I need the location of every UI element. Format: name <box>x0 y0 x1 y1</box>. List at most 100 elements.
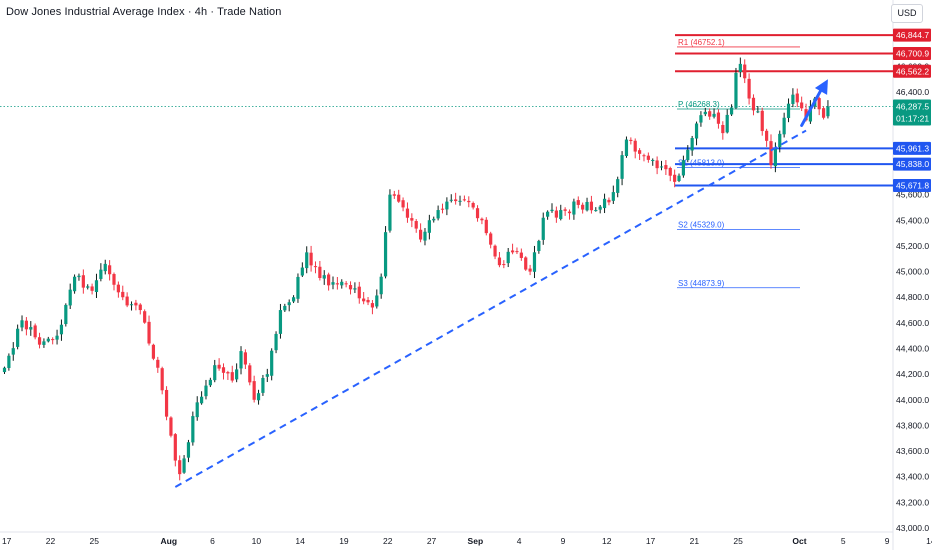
candle <box>344 281 348 288</box>
price-tick-label: 44,400.0 <box>896 344 929 354</box>
candle-body <box>283 305 287 311</box>
candle-body <box>383 232 388 277</box>
candle <box>800 96 804 111</box>
price-tick-label: 45,600.0 <box>896 190 929 200</box>
candle <box>327 272 331 291</box>
candle-body <box>602 198 607 209</box>
candle-body <box>103 263 107 272</box>
candle <box>624 136 629 158</box>
candle <box>594 207 598 212</box>
candle <box>151 343 156 361</box>
candle-body <box>252 381 256 400</box>
candle-body <box>55 335 59 340</box>
candle-body <box>594 210 598 212</box>
candle-body <box>454 199 458 202</box>
candle <box>235 363 239 383</box>
candle <box>638 148 642 161</box>
candle <box>782 112 786 138</box>
candle-body <box>673 174 677 182</box>
candle <box>169 416 173 438</box>
candle <box>541 212 545 245</box>
time-tick-label: 6 <box>210 536 215 546</box>
candle-body <box>537 240 541 252</box>
candle-body <box>743 64 747 79</box>
candle <box>116 281 120 298</box>
candle <box>103 259 107 275</box>
candle <box>602 193 607 214</box>
candle-body <box>270 350 274 376</box>
resistance-1-price-tag: 46,844.7 <box>893 28 931 42</box>
candle <box>375 289 379 309</box>
candle <box>480 217 484 225</box>
candle-body <box>327 274 331 286</box>
price-tick-label: 43,600.0 <box>896 446 929 456</box>
resistance-2-price-label: 46,700.9 <box>896 49 929 59</box>
candle <box>283 303 287 312</box>
candle-body <box>440 208 445 210</box>
candle <box>449 194 453 203</box>
candle <box>16 324 20 350</box>
candle-body <box>629 139 633 141</box>
candle <box>134 299 138 311</box>
candle-body <box>112 274 116 285</box>
support-resistance-lines <box>0 34 893 187</box>
candle-body <box>261 377 265 393</box>
candle-body <box>125 296 129 306</box>
candle-body <box>694 123 699 139</box>
candle-body <box>611 192 615 201</box>
candle <box>489 231 493 249</box>
currency-selector[interactable]: USD <box>891 4 923 23</box>
current-price-label: 46,287.5 <box>896 102 929 112</box>
trend-drawings[interactable] <box>174 79 828 488</box>
candle <box>248 363 252 386</box>
candle-body <box>821 108 826 118</box>
candle <box>462 195 466 202</box>
candle <box>598 205 602 214</box>
pivot-label-r1: R1 (46752.1) <box>678 38 725 47</box>
candle-body <box>86 286 90 288</box>
time-axis[interactable]: 17 22 25 Aug 6 10 14 19 22 27 Sep 4 9 12 17 21 25 Oct 5 9 14 <box>2 536 932 546</box>
support-3-price-tag: 45,671.8 <box>893 178 931 192</box>
candle <box>64 303 68 327</box>
candle-body <box>427 220 431 233</box>
candle-body <box>335 283 339 285</box>
candle-body <box>379 276 383 295</box>
candle-body <box>42 341 46 345</box>
candle <box>200 391 204 405</box>
candle <box>348 281 353 295</box>
candle <box>138 303 142 315</box>
candle <box>7 353 11 371</box>
candle-body <box>681 160 685 176</box>
candle <box>743 59 747 84</box>
candle <box>581 202 585 214</box>
candle-body <box>274 333 278 351</box>
candle <box>296 273 300 303</box>
candle <box>340 279 344 289</box>
candle-body <box>344 283 348 285</box>
candle <box>537 239 541 254</box>
candle-body <box>519 252 523 258</box>
candle-body <box>357 286 361 299</box>
candle-body <box>2 367 7 373</box>
candle <box>370 300 375 315</box>
candle-body <box>160 368 164 391</box>
candle <box>668 166 672 182</box>
candle <box>305 246 309 274</box>
candle-body <box>200 396 204 404</box>
candle-body <box>756 111 760 113</box>
candle-body <box>331 282 335 285</box>
candle <box>274 331 278 354</box>
price-tick-label: 43,000.0 <box>896 523 929 533</box>
candle <box>795 88 799 108</box>
candle <box>729 104 734 117</box>
pivot-lines: R1 (46752.1) P (46268.3) S1 (45813.0) S2 (4… <box>677 38 800 289</box>
candle-body <box>598 206 602 210</box>
price-axis[interactable]: 43,000.0 43,200.0 43,400.0 43,600.0 43,800.0… <box>893 28 931 533</box>
candle-body <box>221 367 226 373</box>
candle-body <box>620 155 624 179</box>
candle-body <box>423 231 427 241</box>
candle <box>664 160 668 176</box>
candle <box>265 368 269 383</box>
support-1-price-tag-bg <box>893 141 931 155</box>
